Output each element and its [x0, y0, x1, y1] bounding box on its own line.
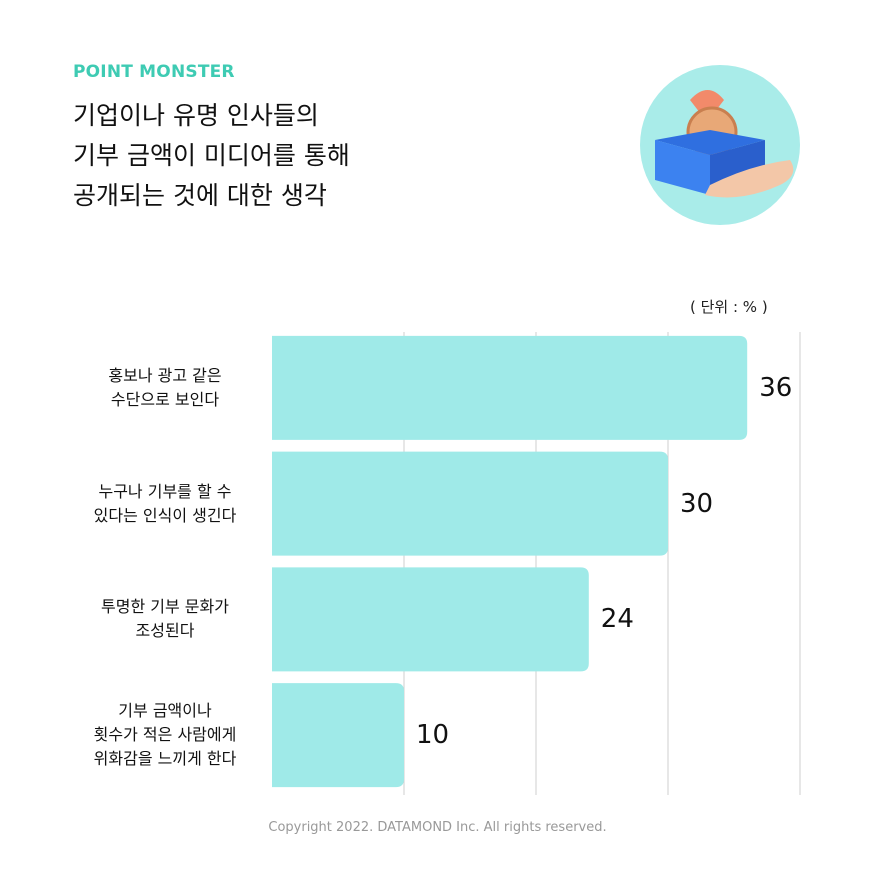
category-label: 홍보나 광고 같은 수단으로 보인다 — [108, 365, 222, 409]
brand: POINT MONSTER — [73, 62, 235, 82]
footer: Copyright 2022. DATAMOND Inc. All rights… — [268, 820, 607, 835]
unit-label: ( 단위 : % ) — [690, 298, 768, 316]
bar — [272, 451, 668, 556]
bar — [272, 335, 748, 440]
bar — [272, 567, 589, 672]
illustration — [640, 65, 800, 225]
category-label: 투명한 기부 문화가 조성된다 — [101, 597, 229, 641]
value-label: 36 — [759, 372, 793, 403]
value-label: 10 — [416, 720, 450, 751]
bar — [272, 683, 404, 788]
category-label: 누구나 기부를 할 수 있다는 인식이 생긴다 — [93, 481, 237, 525]
category-label: 기부 금액이나 횟수가 적은 사람에게 위화감을 느끼게 한다 — [93, 701, 237, 769]
chart-title: 기업이나 유명 인사들의 기부 금액이 미디어를 통해 공개되는 것에 대한 생… — [73, 101, 350, 210]
value-label: 30 — [680, 488, 714, 519]
value-label: 24 — [600, 604, 634, 635]
